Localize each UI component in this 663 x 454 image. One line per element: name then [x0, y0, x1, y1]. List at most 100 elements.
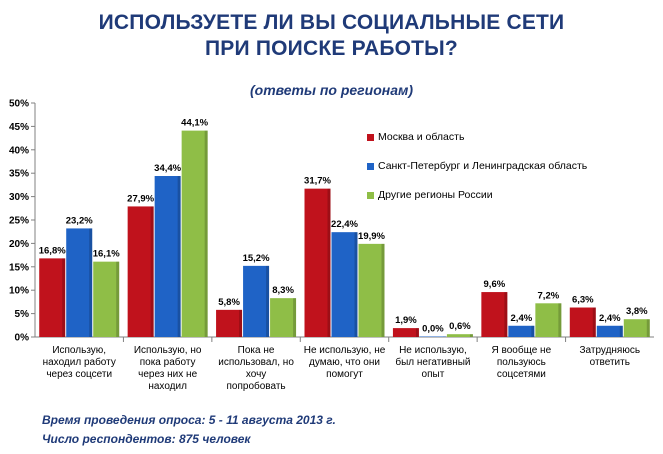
y-tick-label: 30% — [9, 192, 29, 203]
category-label: пользуюсь — [497, 357, 546, 368]
category-label: соцсетями — [497, 369, 546, 380]
bar-other-regions — [446, 334, 473, 337]
data-label-other-regions: 8,3% — [272, 285, 294, 296]
data-label-moscow: 31,7% — [304, 176, 331, 187]
y-tick-label: 50% — [9, 99, 29, 110]
category-label: находил — [148, 381, 187, 392]
respondent-count: Число респондентов: 875 человек — [42, 432, 251, 446]
data-label-moscow: 5,8% — [218, 297, 240, 308]
data-label-other-regions: 0,6% — [449, 321, 471, 332]
category-label: помогут — [326, 369, 363, 380]
chart-title-line-2: ПРИ ПОИСКЕ РАБОТЫ? — [205, 37, 458, 60]
category-label: пока работу — [140, 356, 196, 368]
bar-shade-spb — [89, 228, 93, 337]
category-label: через них не — [138, 369, 197, 380]
category-label: Пока не — [238, 345, 275, 356]
bar-other-regions — [535, 303, 562, 337]
y-tick-label: 15% — [9, 262, 29, 273]
legend-label-other-regions: Другие регионы России — [378, 189, 493, 201]
bar-spb — [508, 325, 535, 337]
legend-label-spb: Санкт-Петербург и Ленинградская область — [378, 160, 588, 172]
data-label-spb: 0,0% — [422, 324, 444, 335]
bar-moscow — [569, 307, 596, 337]
y-tick-label: 40% — [9, 145, 29, 156]
data-label-other-regions: 3,8% — [626, 306, 648, 317]
legend-item-spb: Санкт-Петербург и Ленинградская область — [367, 160, 588, 172]
y-tick-label: 0% — [15, 333, 30, 344]
bar-shade-other-regions — [646, 319, 650, 337]
data-label-other-regions: 19,9% — [358, 231, 385, 242]
category-label: хочу — [246, 369, 266, 380]
bar-shade-moscow — [592, 307, 596, 337]
bar-spb — [243, 265, 270, 337]
bar-spb — [154, 176, 181, 337]
survey-date: Время проведения опроса: 5 - 11 августа … — [42, 413, 336, 427]
bar-shade-moscow — [415, 328, 419, 337]
y-tick-label: 10% — [9, 286, 29, 297]
data-label-spb: 34,4% — [154, 163, 181, 174]
y-tick-label: 25% — [9, 216, 29, 227]
category-label: Не использую, — [399, 345, 467, 356]
category-label: ответить — [590, 357, 630, 368]
y-tick-label: 45% — [9, 122, 29, 133]
bar-shade-moscow — [504, 292, 508, 337]
data-label-moscow: 9,6% — [484, 279, 506, 290]
category-label: Не использую, не — [304, 345, 386, 356]
category-label: думаю, что они — [309, 357, 380, 368]
bar-shade-spb — [266, 265, 270, 337]
legend-item-other-regions: Другие регионы России — [367, 189, 493, 201]
bar-shade-spb — [531, 325, 535, 337]
bar-shade-other-regions — [469, 334, 473, 337]
data-label-spb: 2,4% — [511, 313, 533, 324]
bar-shade-other-regions — [381, 243, 385, 337]
bar-shade-spb — [354, 232, 358, 337]
data-label-moscow: 16,8% — [39, 245, 66, 256]
data-label-spb: 2,4% — [599, 313, 621, 324]
chart-title-line-1: ИСПОЛЬЗУЕТЕ ЛИ ВЫ СОЦИАЛЬНЫЕ СЕТИ — [98, 11, 565, 34]
bar-other-regions — [270, 298, 297, 337]
category-label: Использую, — [52, 345, 106, 356]
category-label: опыт — [422, 369, 445, 380]
bar-moscow — [39, 258, 66, 337]
data-label-moscow: 6,3% — [572, 295, 594, 306]
bar-shade-spb — [619, 325, 623, 337]
legend-label-moscow: Москва и область — [378, 131, 465, 143]
bar-spb — [66, 228, 93, 337]
chart-subtitle: (ответы по регионам) — [249, 82, 414, 98]
data-label-other-regions: 44,1% — [181, 118, 208, 129]
bar-shade-other-regions — [293, 298, 297, 337]
bar-shade-other-regions — [558, 303, 562, 337]
bar-shade-moscow — [62, 258, 66, 337]
y-tick-label: 20% — [9, 239, 29, 250]
data-label-moscow: 27,9% — [127, 193, 154, 204]
bar-spb — [331, 232, 358, 337]
bar-other-regions — [623, 319, 650, 337]
bar-other-regions — [181, 130, 208, 337]
bar-shade-other-regions — [116, 261, 120, 337]
bar-shade-other-regions — [204, 130, 208, 337]
data-label-other-regions: 7,2% — [538, 290, 560, 301]
category-label: Использую, но — [134, 345, 202, 356]
category-label: попробовать — [227, 380, 286, 392]
category-label: Я вообще не — [492, 344, 552, 356]
bar-spb — [596, 325, 623, 337]
bar-moscow — [481, 292, 508, 337]
data-label-spb: 15,2% — [243, 253, 270, 264]
y-tick-label: 35% — [9, 169, 29, 180]
bar-moscow — [392, 328, 419, 337]
bar-shade-moscow — [327, 188, 331, 337]
legend-swatch-spb — [367, 163, 374, 170]
bar-moscow — [216, 309, 243, 337]
category-label: был негативный — [395, 356, 470, 368]
bar-moscow — [304, 188, 331, 337]
data-label-moscow: 1,9% — [395, 315, 417, 326]
bar-shade-moscow — [239, 309, 243, 337]
bar-moscow — [127, 206, 154, 337]
category-label: использовал, но — [218, 357, 294, 368]
data-label-spb: 23,2% — [66, 215, 93, 226]
legend-swatch-moscow — [367, 134, 374, 141]
data-label-spb: 22,4% — [331, 219, 358, 230]
bar-spb — [419, 336, 446, 337]
bar-other-regions — [358, 243, 385, 337]
